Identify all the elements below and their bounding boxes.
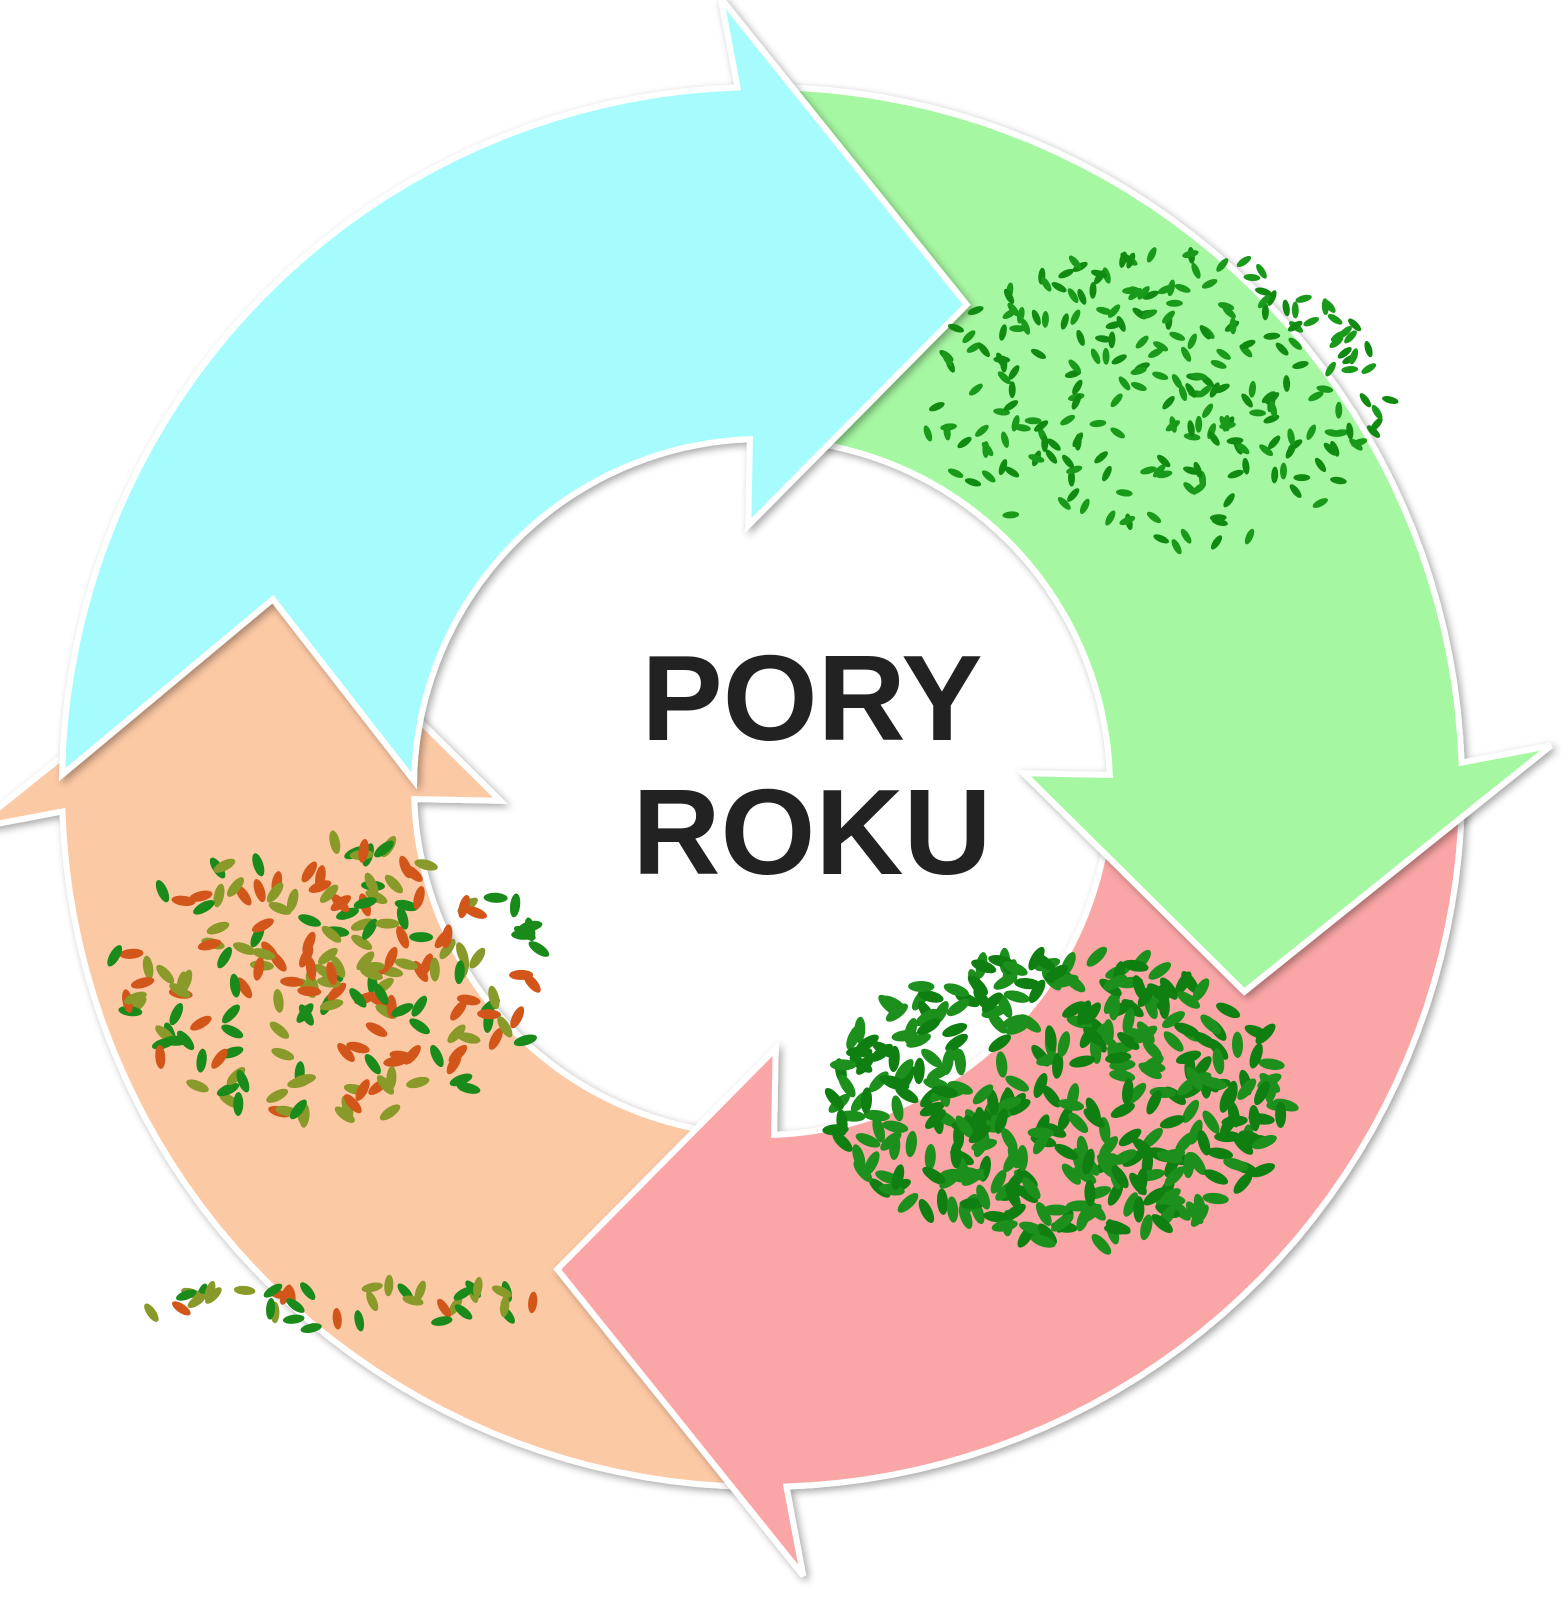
- page: PORY ROKU (() => { const data = JSON.par…: [0, 0, 1568, 1609]
- leaf: [1275, 1102, 1286, 1128]
- title-line: PORY: [641, 630, 982, 766]
- leaf: [526, 938, 551, 960]
- leaf: [1043, 1205, 1069, 1216]
- leaf: [1235, 254, 1253, 269]
- leaf: [467, 945, 489, 970]
- leaf: [1293, 474, 1310, 481]
- leaf: [830, 1059, 856, 1070]
- leaf: [1302, 315, 1320, 328]
- leaf: [1009, 381, 1016, 398]
- leaf: [233, 1285, 255, 1296]
- leaf: [509, 893, 522, 918]
- leaf: [1017, 1145, 1028, 1171]
- leaf: [1326, 312, 1344, 327]
- leaf: [1281, 299, 1291, 317]
- leaf: [142, 1301, 162, 1324]
- leaf: [1358, 391, 1374, 409]
- leaf: [1363, 340, 1374, 358]
- leaf: [1295, 293, 1313, 304]
- leaf: [1360, 361, 1378, 376]
- season-cycle-diagram: PORY ROKU: [0, 0, 1568, 1609]
- leaf: [1292, 302, 1299, 319]
- leaf: [1103, 1019, 1114, 1045]
- title-line: ROKU: [632, 764, 991, 900]
- leaf: [1381, 395, 1399, 406]
- leaf: [913, 1057, 925, 1084]
- leaf: [908, 981, 935, 992]
- leaf: [170, 1299, 193, 1319]
- leaf: [483, 892, 507, 903]
- leaf: [1341, 365, 1358, 373]
